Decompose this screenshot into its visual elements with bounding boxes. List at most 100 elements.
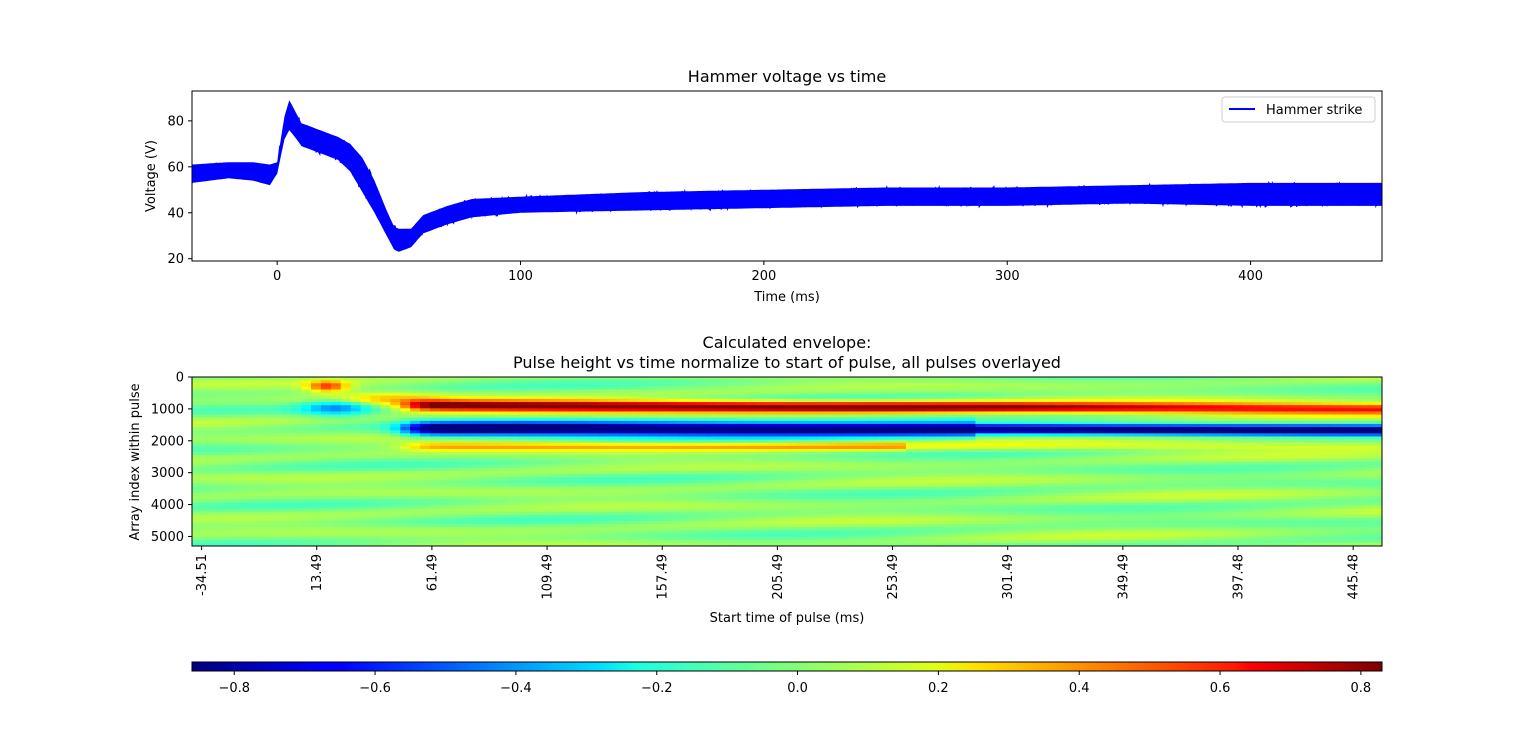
heatmap-cell (221, 402, 233, 406)
heatmap-cell (489, 395, 501, 400)
heatmap-cell (985, 489, 996, 494)
heatmap-cell (995, 527, 1006, 531)
heatmap-cell (906, 380, 917, 384)
heatmap-cell (668, 495, 679, 500)
heatmap-cell (192, 402, 203, 406)
heatmap-cell (985, 445, 996, 450)
heatmap-cell (687, 502, 699, 506)
heatmap-cell (727, 483, 739, 488)
heatmap-cell (1074, 505, 1086, 510)
heatmap-cell (826, 455, 838, 459)
heatmap-cell (251, 461, 263, 466)
heatmap-cell (707, 533, 719, 538)
heatmap-cell (1054, 423, 1066, 428)
heatmap-cell (330, 524, 342, 528)
heatmap-cell (995, 380, 1006, 384)
heatmap-cell (757, 458, 768, 463)
heatmap-cell (549, 439, 560, 444)
heatmap-cell (777, 495, 788, 500)
heatmap-cell (479, 427, 491, 431)
heatmap-cell (509, 520, 520, 525)
heatmap-cell (509, 467, 520, 472)
heatmap-cell (519, 420, 530, 425)
heatmap-cell (806, 458, 818, 463)
heatmap-cell (221, 511, 233, 516)
heatmap-cell (896, 486, 907, 491)
heatmap-cell (747, 486, 758, 491)
heatmap-cell (251, 458, 263, 463)
heatmap-cell (251, 520, 263, 525)
heatmap-cell (796, 539, 808, 544)
heatmap-cell (697, 492, 709, 497)
heatmap-cell (469, 408, 481, 413)
heatmap-cell (747, 392, 758, 397)
heatmap-cell (390, 430, 401, 434)
heatmap-cell (796, 502, 808, 506)
heatmap-cell (925, 524, 937, 528)
heatmap-cell (370, 502, 382, 506)
heatmap-cell (380, 386, 391, 391)
heatmap-cell (727, 423, 739, 428)
heatmap-cell (479, 539, 491, 544)
heatmap-cell (737, 380, 748, 384)
heatmap-cell (965, 448, 977, 453)
heatmap-cell (340, 408, 352, 413)
heatmap-cell (816, 405, 828, 409)
heatmap-cell (846, 517, 858, 522)
heatmap-cell (1044, 392, 1056, 397)
heatmap-cell (846, 395, 858, 400)
heatmap-cell (439, 539, 451, 544)
heatmap-cell (975, 530, 986, 535)
heatmap-cell (618, 442, 629, 447)
heatmap-cell (618, 411, 629, 416)
heatmap-cell (529, 470, 540, 475)
heatmap-cell (648, 389, 659, 394)
heatmap-cell (757, 470, 768, 475)
heatmap-cell (727, 433, 739, 438)
heatmap-cell (787, 395, 798, 400)
heatmap-cell (945, 383, 957, 387)
heatmap-cell (1054, 520, 1066, 525)
heatmap-cell (886, 511, 897, 516)
heatmap-cell (390, 420, 401, 425)
heatmap-cell (519, 508, 530, 513)
heatmap-cell (777, 392, 788, 397)
heatmap-cell (648, 514, 659, 519)
heatmap-cell (231, 539, 243, 544)
heatmap-cell (192, 514, 203, 519)
heatmap-cell (668, 383, 679, 387)
heatmap-cell (1094, 470, 1105, 475)
heatmap-cell (985, 495, 996, 500)
heatmap-cell (370, 455, 382, 459)
heatmap-cell (410, 520, 421, 525)
heatmap-cell (380, 408, 391, 413)
heatmap-cell (658, 505, 669, 510)
heatmap-cell (975, 489, 986, 494)
heatmap-cell (311, 448, 322, 453)
heatmap-cell (945, 392, 957, 397)
heatmap-cell (668, 411, 679, 416)
heatmap-cell (311, 442, 322, 447)
heatmap-cell (727, 520, 739, 525)
heatmap-cell (578, 442, 590, 447)
voltage-x-ticks: 0 100 200 300 400 (273, 261, 1263, 284)
heatmap-cell (1064, 439, 1076, 444)
heatmap-cell (896, 420, 907, 425)
heatmap-cell (707, 470, 719, 475)
heatmap-cell (588, 439, 600, 444)
heatmap-cell (628, 470, 639, 475)
heatmap-cell (588, 380, 600, 384)
heatmap-cell (965, 386, 977, 391)
heatmap-cell (1064, 489, 1076, 494)
heatmap-cell (876, 480, 887, 485)
heatmap-cell (578, 477, 590, 481)
heatmap-cell (628, 408, 639, 413)
heatmap-cell (945, 430, 957, 434)
heatmap-cell (866, 539, 877, 544)
heatmap-cell (261, 536, 272, 541)
heatmap-cell (499, 452, 510, 456)
heatmap-cell (658, 427, 669, 431)
heatmap-cell (261, 458, 272, 463)
heatmap-cell (826, 511, 838, 516)
heatmap-cell (985, 380, 996, 384)
